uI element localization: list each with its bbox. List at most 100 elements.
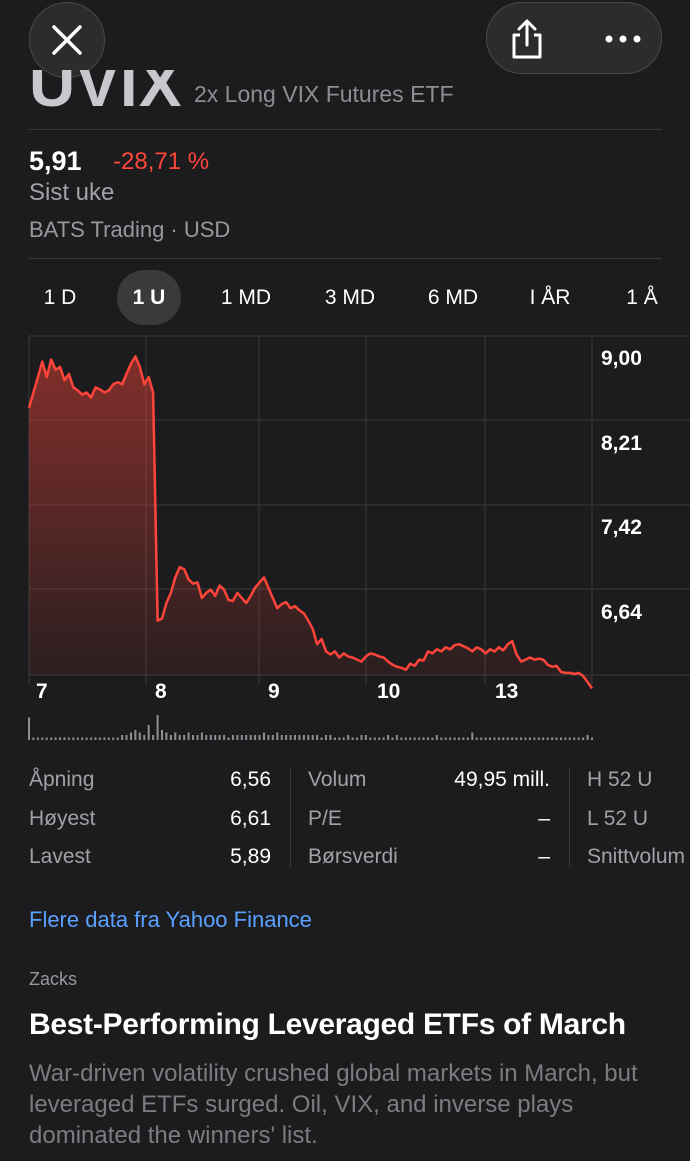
- volume-bar: [458, 737, 460, 740]
- x-tick-label: 10: [377, 680, 401, 703]
- volume-bar: [41, 737, 44, 740]
- volume-bar: [591, 737, 593, 740]
- volume-bar: [271, 735, 274, 740]
- y-tick-label: 7,42: [601, 516, 642, 539]
- volume-bar: [338, 737, 341, 740]
- volume-bar: [125, 735, 128, 740]
- volume-bar: [431, 737, 434, 740]
- volume-bar: [147, 725, 150, 740]
- volume-bar: [267, 735, 270, 740]
- divider: [29, 258, 662, 259]
- more-icon: [605, 35, 641, 43]
- stat-label: L 52 U: [587, 807, 649, 830]
- volume-bar: [400, 737, 403, 740]
- price-line: [27, 355, 594, 690]
- volume-bar: [116, 737, 119, 740]
- volume-bar: [178, 735, 181, 740]
- stat-value: 5,89: [230, 845, 271, 868]
- volume-bar: [285, 735, 288, 740]
- volume-bar: [169, 735, 172, 740]
- volume-bar: [90, 737, 93, 740]
- x-tick-label: 7: [36, 680, 48, 703]
- volume-bar: [63, 737, 66, 740]
- tab-1u[interactable]: 1 U: [132, 286, 166, 309]
- volume-bar: [391, 737, 394, 740]
- volume-bar: [98, 737, 101, 740]
- volume-bar: [524, 737, 527, 740]
- volume-bar: [50, 737, 53, 740]
- news-headline[interactable]: Best-Performing Leveraged ETFs of March: [29, 1008, 626, 1041]
- volume-bar: [54, 737, 57, 740]
- volume-bar: [404, 737, 407, 740]
- volume-bar: [103, 737, 106, 740]
- tab-3md[interactable]: 3 MD: [324, 286, 376, 309]
- volume-bar: [76, 737, 79, 740]
- volume-bar: [546, 737, 549, 740]
- volume-bar: [249, 735, 252, 740]
- stat-value: –: [538, 807, 550, 830]
- volume-bar: [520, 737, 523, 740]
- volume-bar: [551, 737, 554, 740]
- close-button[interactable]: [29, 2, 105, 78]
- volume-bar: [298, 735, 301, 740]
- tab-1md[interactable]: 1 MD: [220, 286, 272, 309]
- price-change: -28,71 %: [113, 148, 210, 175]
- volume-bar: [263, 732, 265, 740]
- y-tick-label: 8,21: [601, 432, 642, 455]
- more-button[interactable]: [583, 3, 663, 75]
- volume-bar: [564, 737, 567, 740]
- stat-value: 6,56: [230, 768, 271, 791]
- stat-label: Børsverdi: [308, 845, 398, 868]
- volume-bar: [395, 735, 398, 740]
- stat-label: Snittvolum: [587, 845, 686, 868]
- y-tick-label: 6,64: [601, 601, 642, 624]
- volume-bar: [196, 735, 199, 740]
- volume-bar: [280, 735, 283, 740]
- stat-value: 49,95 mill.: [454, 768, 550, 791]
- volume-bar: [533, 737, 536, 740]
- volume-bar: [245, 735, 248, 740]
- volume-bar: [165, 732, 168, 740]
- volume-bar: [329, 735, 332, 740]
- volume-bar: [85, 737, 88, 740]
- column-separator: [290, 767, 291, 867]
- volume-bar: [187, 732, 190, 740]
- volume-bar: [320, 737, 323, 740]
- share-button[interactable]: [487, 3, 567, 75]
- volume-bar: [560, 737, 562, 740]
- volume-bar: [435, 735, 438, 740]
- volume-bar: [289, 735, 292, 740]
- price: 5,91: [29, 146, 82, 176]
- volume-bar: [94, 737, 97, 740]
- volume-bar: [134, 730, 137, 740]
- volume-bar: [449, 737, 452, 740]
- tab-6md[interactable]: 6 MD: [427, 286, 479, 309]
- volume-bar: [568, 737, 571, 740]
- volume-bar: [537, 737, 540, 740]
- volume-bar: [453, 737, 456, 740]
- price-chart[interactable]: [0, 330, 690, 750]
- news-source: Zacks: [29, 969, 78, 989]
- volume-bar: [121, 735, 124, 740]
- tab-1a[interactable]: 1 Å: [626, 286, 658, 309]
- volume-bar: [440, 737, 443, 740]
- volume-bar: [59, 737, 61, 740]
- tab-1d[interactable]: 1 D: [43, 286, 77, 309]
- volume-bar: [307, 735, 310, 740]
- stat-value: 6,61: [230, 807, 271, 830]
- volume-bar: [32, 737, 35, 740]
- ticker-symbol: UVIX: [29, 48, 183, 120]
- volume-bar: [138, 732, 141, 740]
- volume-bar: [502, 737, 505, 740]
- stat-label: P/E: [308, 807, 342, 830]
- volume-bar: [192, 735, 194, 740]
- tab-iar[interactable]: I ÅR: [529, 286, 571, 309]
- volume-bar: [214, 735, 217, 740]
- yahoo-finance-link[interactable]: Flere data fra Yahoo Finance: [29, 907, 312, 932]
- volume-bar: [382, 737, 385, 740]
- stat-value: –: [538, 845, 550, 868]
- volume-bar: [81, 737, 84, 740]
- volume-bar: [205, 735, 208, 740]
- volume-bar: [493, 737, 496, 740]
- selected-tab-highlight: [117, 270, 181, 325]
